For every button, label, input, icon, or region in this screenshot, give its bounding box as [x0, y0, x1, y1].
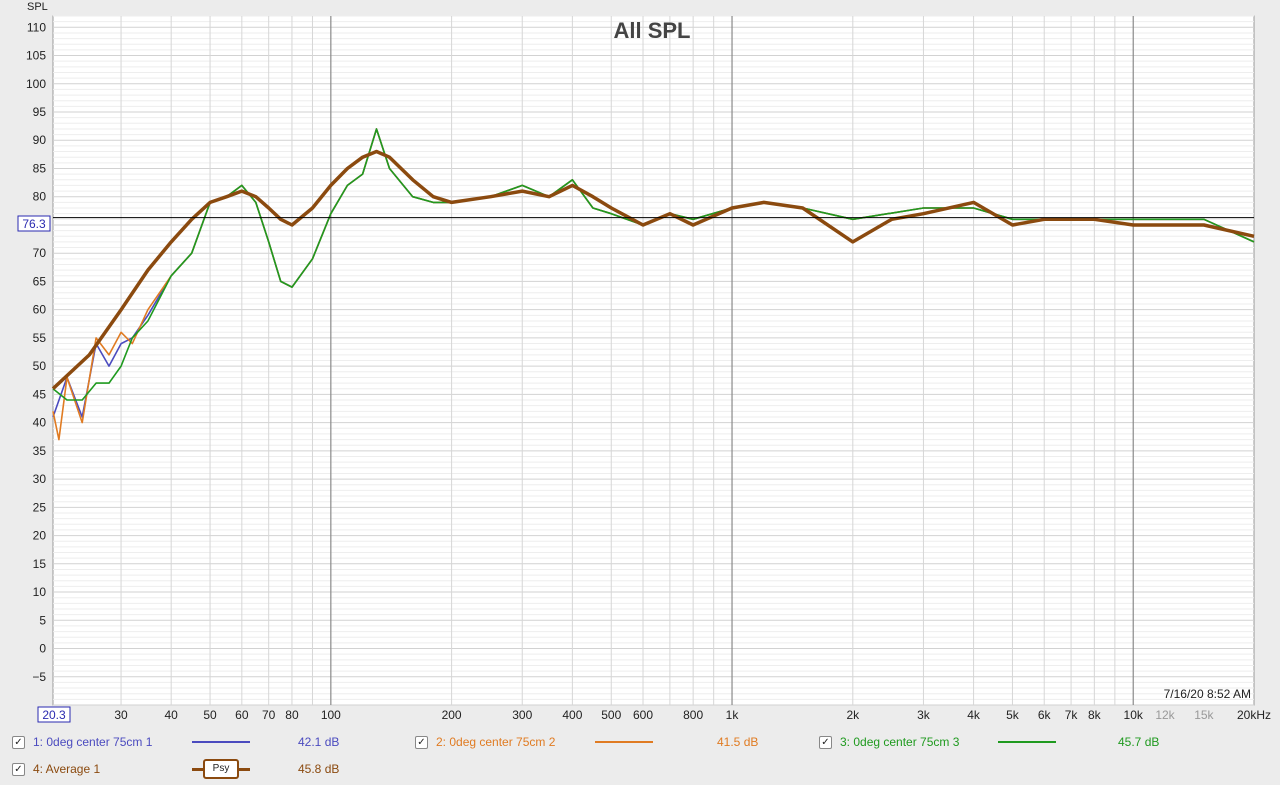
series-1-value: 42.1 dB [298, 735, 340, 749]
legend-item-series-4[interactable]: ✓ 4: Average 1 [12, 758, 100, 780]
checkbox-series-1[interactable]: ✓ [12, 735, 25, 749]
y-tick-labels: 1101051009590858070656055504540353025201… [26, 20, 46, 683]
x-tick-label: 6k [1038, 708, 1052, 722]
x-tick-label: 20kHz [1237, 708, 1271, 722]
series-3-name: 3: 0deg center 75cm 3 [840, 735, 960, 749]
series-1-swatch [192, 741, 250, 743]
y-tick-label: 45 [33, 387, 47, 401]
y-axis-label: SPL [27, 1, 48, 13]
x-tick-label: 15k [1194, 708, 1214, 722]
checkbox-series-2[interactable]: ✓ [415, 735, 428, 749]
y-tick-label: 15 [33, 557, 47, 571]
series-2-name: 2: 0deg center 75cm 2 [436, 735, 556, 749]
x-tick-label: 7k [1065, 708, 1079, 722]
legend-item-series-2[interactable]: ✓ 2: 0deg center 75cm 2 [415, 731, 555, 753]
y-tick-label: 80 [33, 190, 47, 204]
x-tick-label: 500 [601, 708, 621, 722]
x-tick-label: 50 [203, 708, 217, 722]
grid [53, 15, 1254, 706]
x-start-value: 20.3 [42, 708, 66, 722]
x-tick-label: 80 [285, 708, 299, 722]
x-tick-label: 60 [235, 708, 249, 722]
y-tick-label: 50 [33, 359, 47, 373]
y-tick-label: −5 [32, 670, 46, 684]
x-tick-label: 300 [512, 708, 532, 722]
legend-item-series-3[interactable]: ✓ 3: 0deg center 75cm 3 [819, 731, 959, 753]
x-tick-label: 800 [683, 708, 703, 722]
y-tick-label: 0 [39, 642, 46, 656]
x-tick-label: 5k [1006, 708, 1020, 722]
y-tick-label: 30 [33, 472, 47, 486]
series-2-value: 41.5 dB [717, 735, 759, 749]
x-start-box[interactable]: 20.3 [37, 706, 71, 723]
series-line-3 [52, 128, 1255, 401]
series-line-4 [51, 149, 1255, 390]
x-tick-label: 2k [846, 708, 860, 722]
x-tick-label: 8k [1088, 708, 1102, 722]
y-tick-label: 35 [33, 444, 47, 458]
y-tick-label: 20 [33, 529, 47, 543]
x-tick-label: 400 [562, 708, 582, 722]
x-tick-label: 10k [1124, 708, 1144, 722]
y-tick-label: 55 [33, 331, 47, 345]
psy-badge[interactable]: Psy [203, 759, 239, 779]
series-2-swatch [595, 741, 653, 743]
y-tick-label: 25 [33, 500, 47, 514]
y-tick-label: 60 [33, 303, 47, 317]
checkbox-series-3[interactable]: ✓ [819, 735, 832, 749]
y-tick-label: 10 [33, 585, 47, 599]
x-tick-label: 600 [633, 708, 653, 722]
cursor-value-box[interactable]: 76.3 [17, 215, 51, 232]
y-tick-label: 105 [26, 49, 46, 63]
checkbox-series-4[interactable]: ✓ [12, 762, 25, 776]
x-tick-labels: 30 40 50 60 70 80 100 200 300 400 500 600 800 1k 2k 3k 4… [114, 708, 1271, 722]
y-tick-label: 110 [27, 20, 46, 34]
series-4-value: 45.8 dB [298, 762, 340, 776]
y-tick-label: 90 [33, 133, 47, 147]
series-3-swatch [998, 741, 1056, 743]
timestamp: 7/16/20 8:52 AM [1164, 687, 1251, 701]
series-4-name: 4: Average 1 [33, 762, 101, 776]
y-tick-label: 65 [33, 274, 47, 288]
y-tick-label: 40 [33, 416, 47, 430]
y-tick-label: 5 [39, 613, 46, 627]
spl-chart: 1101051009590858070656055504540353025201… [17, 1, 1271, 723]
chart-title: All SPL [613, 18, 690, 43]
y-tick-label: 70 [33, 246, 47, 260]
legend-item-series-1[interactable]: ✓ 1: 0deg center 75cm 1 [12, 731, 152, 753]
x-tick-label: 40 [164, 708, 178, 722]
series-1-name: 1: 0deg center 75cm 1 [33, 735, 153, 749]
legend: ✓ 1: 0deg center 75cm 1 42.1 dB ✓ 2: 0de… [0, 728, 1280, 785]
cursor-value: 76.3 [22, 217, 46, 231]
y-tick-label: 100 [26, 77, 46, 91]
x-tick-label: 4k [967, 708, 981, 722]
x-tick-label: 3k [917, 708, 931, 722]
x-tick-label: 1k [726, 708, 740, 722]
x-tick-label: 12k [1155, 708, 1175, 722]
y-tick-label: 85 [33, 161, 47, 175]
series-3-value: 45.7 dB [1118, 735, 1160, 749]
x-tick-label: 70 [262, 708, 276, 722]
x-tick-label: 200 [442, 708, 462, 722]
y-tick-label: 95 [33, 105, 47, 119]
x-tick-label: 30 [114, 708, 128, 722]
x-tick-label: 100 [321, 708, 341, 722]
